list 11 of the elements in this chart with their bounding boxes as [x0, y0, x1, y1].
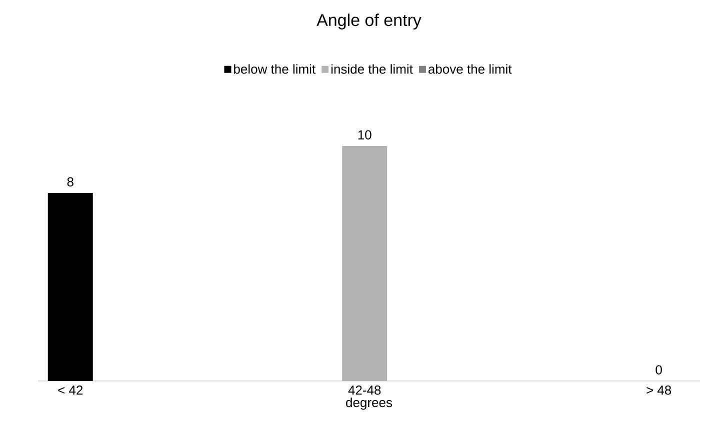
legend-label: above the limit	[428, 64, 512, 74]
x-tick-label: > 48	[646, 386, 672, 395]
x-axis-title: degrees	[346, 398, 392, 410]
x-tick-label: 42-48	[348, 386, 381, 395]
data-label: 10	[358, 130, 372, 140]
x-tick-label: < 42	[58, 386, 83, 395]
data-label: 0	[656, 365, 662, 374]
legend-label: inside the limit	[331, 64, 413, 74]
chart-title: Angle of entry	[316, 14, 422, 30]
legend-label: below the limit	[234, 64, 316, 74]
data-label: 8	[67, 177, 74, 186]
